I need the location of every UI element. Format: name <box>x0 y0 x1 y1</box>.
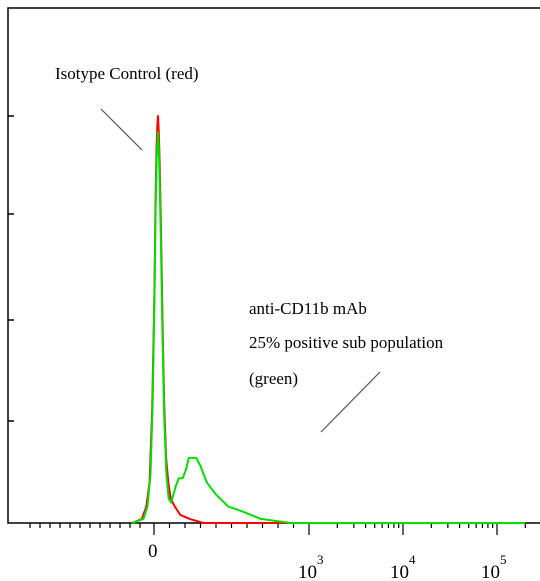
x-tick-label-1e3: 103 <box>298 552 324 581</box>
plot-frame <box>7 7 540 524</box>
isotype-pointer-line <box>100 108 143 151</box>
cd11b-annotation-line3: (green) <box>249 369 298 388</box>
x-tick-label-0: 0 <box>148 541 158 562</box>
series-layer <box>131 115 526 524</box>
cd11b-annotation-line1: anti-CD11b mAb <box>249 299 367 318</box>
cd11b-series-line <box>131 131 526 524</box>
y-axis-ticks <box>8 115 14 422</box>
isotype-control-series-line <box>131 115 526 524</box>
cd11b-pointer-line <box>320 371 381 433</box>
x-axis-ticks <box>29 523 526 535</box>
cd11b-annotation-line2: 25% positive sub population <box>249 333 444 352</box>
x-axis-tick-labels: 0 103 104 105 <box>148 541 507 581</box>
x-tick-label-1e4: 104 <box>390 552 416 581</box>
x-tick-label-1e5: 105 <box>481 552 507 581</box>
isotype-annotation: Isotype Control (red) <box>55 64 199 83</box>
